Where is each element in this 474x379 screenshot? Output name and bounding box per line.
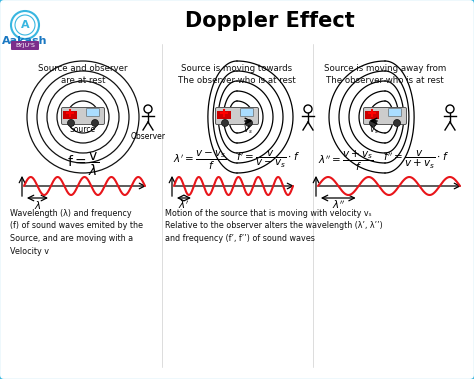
- FancyBboxPatch shape: [365, 111, 379, 119]
- Circle shape: [15, 15, 35, 35]
- Text: Wavelength (λ) and frequency
(f) of sound waves emited by the
Source, and are mo: Wavelength (λ) and frequency (f) of soun…: [10, 209, 143, 255]
- FancyBboxPatch shape: [11, 41, 39, 50]
- Circle shape: [370, 119, 376, 127]
- Circle shape: [393, 119, 401, 127]
- Text: $\lambda''$: $\lambda''$: [332, 199, 345, 211]
- FancyBboxPatch shape: [389, 108, 401, 116]
- Text: Source: Source: [70, 125, 96, 134]
- FancyBboxPatch shape: [217, 111, 231, 119]
- Text: Source is moving towards
The observer who is at rest: Source is moving towards The observer wh…: [178, 64, 296, 85]
- FancyBboxPatch shape: [86, 108, 100, 116]
- FancyBboxPatch shape: [240, 108, 254, 116]
- Text: Aakash: Aakash: [2, 36, 48, 46]
- Text: $\lambda'$: $\lambda'$: [178, 199, 190, 211]
- Text: BYJU'S: BYJU'S: [15, 43, 35, 48]
- Circle shape: [67, 119, 74, 127]
- FancyBboxPatch shape: [63, 111, 77, 119]
- Text: Source is moving away from
The observer who is at rest: Source is moving away from The observer …: [324, 64, 446, 85]
- Text: $V_s$: $V_s$: [243, 124, 253, 136]
- Circle shape: [246, 119, 253, 127]
- Circle shape: [11, 11, 39, 39]
- FancyBboxPatch shape: [216, 108, 258, 124]
- Text: Doppler Effect: Doppler Effect: [185, 11, 355, 31]
- Text: $\mathrm{f} = \dfrac{\mathrm{v}}{\lambda}$: $\mathrm{f} = \dfrac{\mathrm{v}}{\lambda…: [67, 151, 99, 179]
- Text: Motion of the source that is moving with velocity vₛ
Relative to the observer al: Motion of the source that is moving with…: [165, 209, 383, 243]
- Text: $\lambda' = \dfrac{v - v_s}{f}$: $\lambda' = \dfrac{v - v_s}{f}$: [173, 149, 227, 172]
- Text: $f'' = \dfrac{v}{v + v_s} \cdot f$: $f'' = \dfrac{v}{v + v_s} \cdot f$: [383, 149, 449, 171]
- Circle shape: [221, 119, 228, 127]
- Text: $V_s$: $V_s$: [369, 124, 379, 136]
- Text: $\lambda'' = \dfrac{v + v_s}{f}$: $\lambda'' = \dfrac{v + v_s}{f}$: [318, 149, 374, 173]
- Circle shape: [91, 119, 99, 127]
- FancyBboxPatch shape: [62, 108, 104, 124]
- Text: Source and observer
are at rest: Source and observer are at rest: [38, 64, 128, 85]
- Text: A: A: [21, 20, 29, 30]
- Text: Observer: Observer: [130, 132, 165, 141]
- Text: $\lambda$: $\lambda$: [34, 199, 41, 211]
- FancyBboxPatch shape: [364, 108, 407, 124]
- Text: $f' = \dfrac{v}{v - v_s} \cdot f$: $f' = \dfrac{v}{v - v_s} \cdot f$: [236, 149, 300, 170]
